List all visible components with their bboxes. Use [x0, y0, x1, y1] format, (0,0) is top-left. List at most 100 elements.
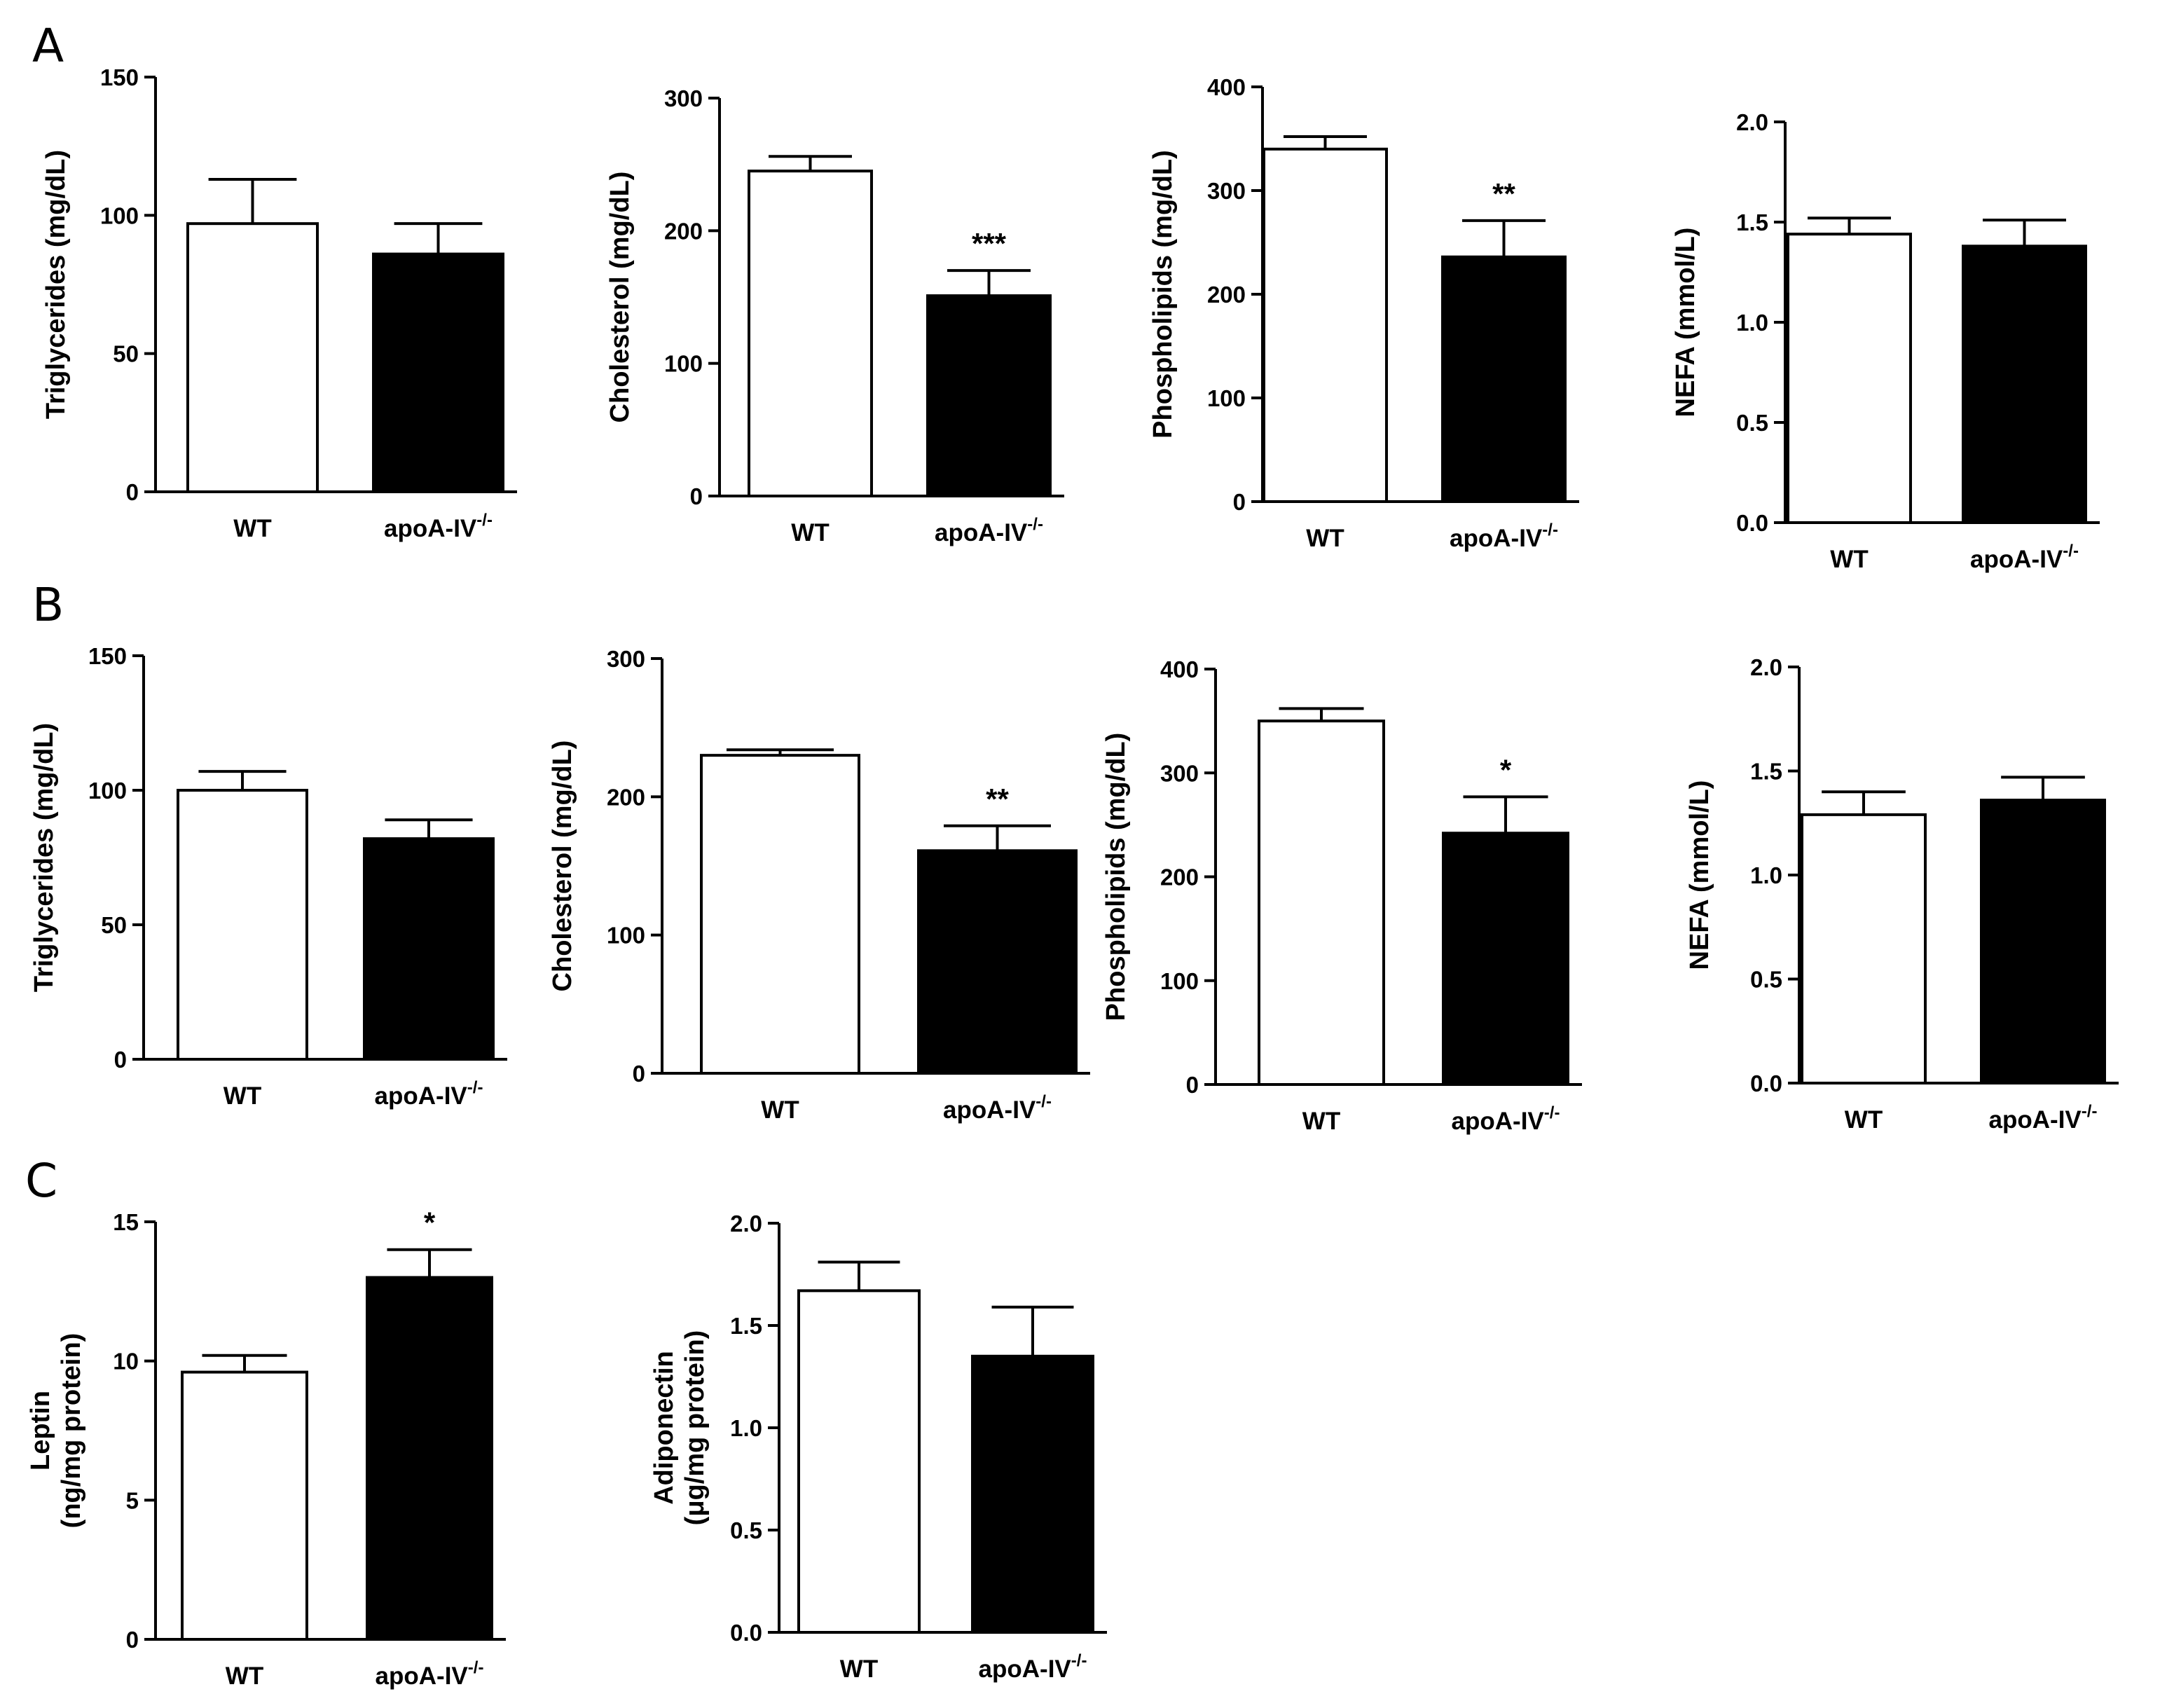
- x-category-label: WT: [761, 1096, 799, 1124]
- x-category-label: apoA-IV-/-: [375, 1078, 483, 1110]
- x-category-label: apoA-IV-/-: [376, 1658, 484, 1690]
- x-category-label: WT: [1306, 525, 1344, 552]
- y-axis-label: (μg/mg protein): [680, 1330, 710, 1526]
- x-category-label: WT: [233, 515, 271, 542]
- bar-wt: [797, 1289, 921, 1634]
- x-category-label: apoA-IV-/-: [1452, 1103, 1560, 1135]
- y-tick-label: 2.0: [1750, 654, 1782, 680]
- chart-1: 0 50 100 150 WT apoA-IV-/- Triglycerides (mg/d…: [41, 64, 517, 542]
- bar-apoa-iv: [1980, 799, 2106, 1084]
- y-tick-label: 0.5: [730, 1517, 762, 1543]
- x-category-label: apoA-IV-/-: [384, 511, 493, 542]
- x-category-label: WT: [1845, 1106, 1883, 1134]
- y-axis-label: Cholesterol (mg/dL): [605, 172, 635, 423]
- x-category-label: WT: [1302, 1108, 1340, 1135]
- bar-apoa-iv: [926, 294, 1052, 497]
- chart-10: 0.0 0.5 1.0 1.5 2.0 WT apoA-IV-/- Adiponectin (μ…: [649, 1211, 1107, 1683]
- chart-8: 0.0 0.5 1.0 1.5 2.0 WT apoA-IV-/- NEFA (mmol/L): [1685, 654, 2119, 1134]
- bar-wt: [177, 789, 308, 1061]
- y-tick-label: 200: [1160, 865, 1199, 890]
- chart-9: 0 5 10 15 WT * apoA-IV-/- Leptin (ng/mg protein): [26, 1206, 506, 1690]
- x-category-label: apoA-IV-/-: [1970, 542, 2079, 573]
- bar-wt: [186, 222, 319, 493]
- bar-wt: [1263, 147, 1388, 504]
- significance-label: ***: [972, 227, 1007, 260]
- y-tick-label: 1.0: [1750, 862, 1782, 888]
- y-tick-label: 300: [607, 646, 645, 672]
- y-axis-label: Triglycerides (mg/dL): [41, 150, 71, 419]
- bar-wt: [1787, 233, 1912, 524]
- y-tick-label: 0.5: [1736, 410, 1768, 436]
- chart-3: 0 100 200 300 400 WT ** apoA-IV-/- Phospholipids…: [1148, 74, 1579, 552]
- bar-apoa-iv: [1441, 255, 1567, 503]
- y-tick-label: 100: [607, 923, 645, 949]
- y-tick-label: 0: [114, 1047, 127, 1073]
- x-category-label: apoA-IV-/-: [979, 1651, 1087, 1683]
- y-tick-label: 2.0: [1736, 109, 1768, 135]
- y-axis-label: Phospholipids (mg/dL): [1148, 150, 1178, 439]
- y-axis-label: Leptin: [26, 1391, 55, 1471]
- y-tick-label: 0: [126, 479, 139, 505]
- x-category-label: WT: [1830, 546, 1868, 573]
- y-tick-label: 300: [664, 85, 703, 111]
- x-category-label: apoA-IV-/-: [943, 1092, 1052, 1124]
- panel-letter-a: A: [32, 19, 64, 73]
- panel-letter-c: C: [25, 1154, 57, 1208]
- chart-4: 0.0 0.5 1.0 1.5 2.0 WT apoA-IV-/- NEFA (mmol/L): [1671, 109, 2100, 573]
- y-tick-label: 200: [664, 218, 703, 244]
- y-tick-label: 0.0: [1750, 1070, 1782, 1096]
- x-category-label: WT: [223, 1082, 261, 1110]
- superscript: -/-: [476, 511, 493, 530]
- bar-wt: [1258, 719, 1385, 1086]
- y-tick-label: 200: [607, 784, 645, 810]
- y-tick-label: 300: [1207, 178, 1246, 204]
- y-axis-label: (ng/mg protein): [57, 1333, 86, 1529]
- y-tick-label: 10: [113, 1349, 139, 1375]
- superscript: -/-: [1027, 515, 1043, 534]
- y-tick-label: 0: [126, 1627, 139, 1653]
- y-tick-label: 15: [113, 1209, 139, 1235]
- panel-letter-b: B: [32, 578, 64, 632]
- superscript: -/-: [467, 1078, 483, 1097]
- bar-apoa-iv: [366, 1276, 493, 1641]
- y-tick-label: 0: [1186, 1072, 1199, 1098]
- x-category-label: WT: [840, 1655, 878, 1683]
- y-tick-label: 0.0: [730, 1620, 762, 1646]
- x-category-label: apoA-IV-/-: [1989, 1102, 2098, 1134]
- bar-wt: [748, 170, 873, 497]
- y-tick-label: 0: [633, 1061, 645, 1087]
- y-tick-label: 150: [88, 643, 127, 669]
- bar-wt: [1801, 813, 1927, 1084]
- y-axis-label: Triglycerides (mg/dL): [29, 723, 59, 992]
- superscript: -/-: [2063, 542, 2079, 560]
- y-tick-label: 50: [101, 912, 127, 938]
- y-tick-label: 100: [100, 202, 139, 228]
- superscript: -/-: [1036, 1092, 1052, 1111]
- significance-label: *: [1500, 753, 1512, 786]
- y-tick-label: 1.5: [1736, 209, 1768, 235]
- y-tick-label: 0: [1233, 489, 1246, 515]
- x-category-label: WT: [791, 519, 829, 546]
- superscript: -/-: [2082, 1102, 2098, 1121]
- y-tick-label: 400: [1160, 656, 1199, 682]
- significance-label: *: [424, 1206, 436, 1239]
- y-tick-label: 1.5: [730, 1313, 762, 1339]
- x-category-label: WT: [226, 1662, 263, 1690]
- y-axis-label: Phospholipids (mg/dL): [1101, 733, 1131, 1021]
- superscript: -/-: [1071, 1651, 1087, 1670]
- y-tick-label: 0.5: [1750, 967, 1782, 993]
- bar-apoa-iv: [372, 252, 504, 493]
- y-tick-label: 100: [1207, 385, 1246, 411]
- y-axis-label: NEFA (mmol/L): [1671, 228, 1700, 418]
- y-tick-label: 100: [664, 351, 703, 377]
- y-tick-label: 0.0: [1736, 510, 1768, 536]
- bar-apoa-iv: [917, 849, 1078, 1075]
- bar-apoa-iv: [1442, 832, 1569, 1086]
- chart-5: 0 50 100 150 WT apoA-IV-/- Triglycerides (mg/d…: [29, 643, 507, 1110]
- bar-wt: [181, 1370, 308, 1641]
- bar-apoa-iv: [1962, 245, 2087, 524]
- superscript: -/-: [468, 1658, 484, 1677]
- bar-apoa-iv: [971, 1354, 1094, 1634]
